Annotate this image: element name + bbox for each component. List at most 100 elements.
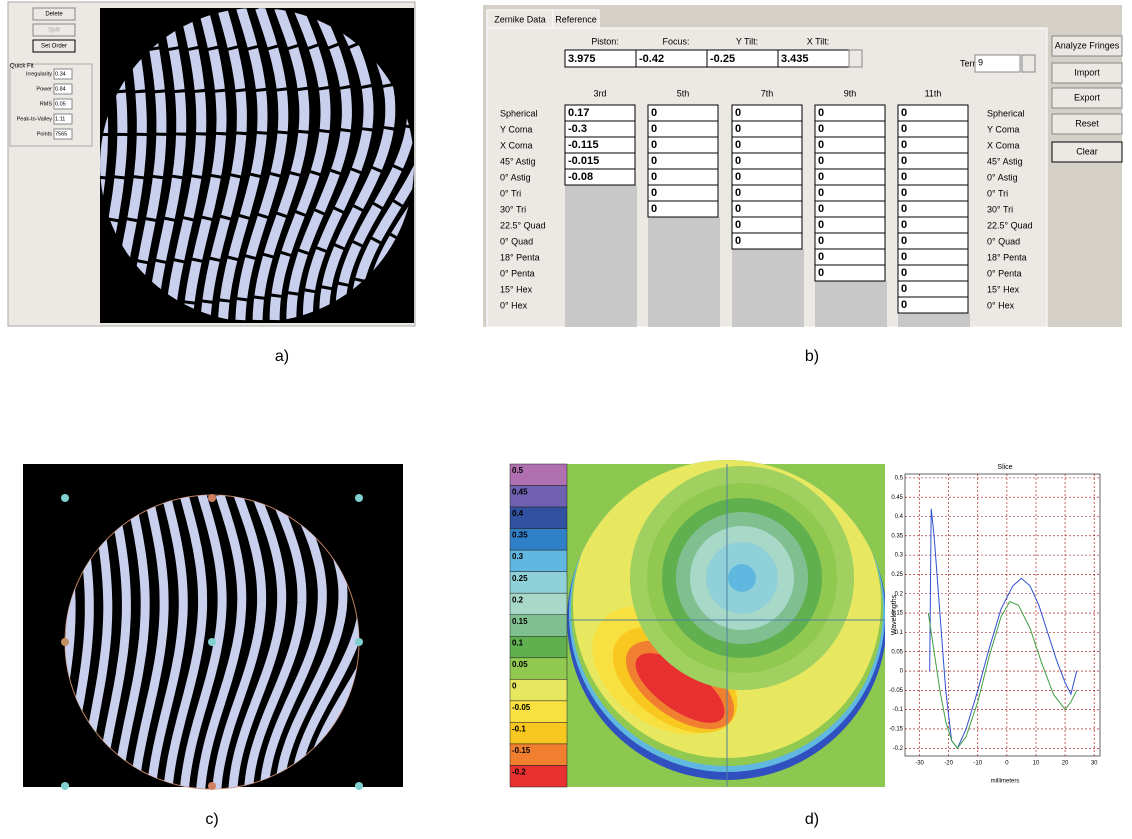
- row-label: 0° Penta: [987, 268, 1022, 278]
- cell: [648, 137, 718, 153]
- cell-value: 0: [651, 123, 657, 135]
- colorbar-cell: [510, 679, 567, 701]
- cell: [815, 137, 885, 153]
- row-label: 18° Penta: [987, 252, 1027, 262]
- column-fill: [815, 281, 887, 327]
- y-tick-label: 0.35: [891, 533, 903, 539]
- cell-value: 0: [901, 107, 907, 119]
- column-fill: [565, 185, 637, 327]
- row-label: 30° Tri: [500, 204, 526, 214]
- x-tick-label: 20: [1062, 761, 1069, 767]
- field-label: Y Tilt:: [736, 36, 758, 46]
- row-label: 15° Hex: [987, 284, 1020, 294]
- caption: c): [205, 811, 218, 828]
- cell-value: 0: [735, 203, 741, 215]
- cell-value: 0: [651, 155, 657, 167]
- row-label: 30° Tri: [987, 204, 1013, 214]
- field-label: RMS: [40, 101, 53, 107]
- colorbar-label: -0.1: [512, 725, 526, 734]
- field-label: Focus:: [662, 36, 689, 46]
- cell-value: -0.115: [568, 139, 599, 151]
- cell: [648, 201, 718, 217]
- cell-value: 0: [901, 283, 907, 295]
- caption: a): [275, 348, 289, 365]
- cell: [732, 121, 802, 137]
- cell: [815, 201, 885, 217]
- cell-value: 0: [651, 107, 657, 119]
- cell: [732, 201, 802, 217]
- order-label: 3rd: [593, 88, 606, 98]
- x-tick-label: -20: [944, 761, 953, 767]
- cell: [648, 121, 718, 137]
- button-label: Delete: [45, 12, 63, 18]
- cell-value: 0: [901, 203, 907, 215]
- cell-value: 0: [818, 171, 824, 183]
- cell-value: -0.3: [568, 123, 587, 135]
- row-label: Y Coma: [987, 124, 1019, 134]
- cell-value: -0.015: [568, 155, 599, 167]
- cell-value: 0: [818, 219, 824, 231]
- row-label: 15° Hex: [500, 284, 533, 294]
- row-label: 0° Hex: [987, 300, 1015, 310]
- button-label: Export: [1074, 92, 1101, 102]
- cell: [898, 153, 968, 169]
- cell-value: 0: [901, 235, 907, 247]
- row-label: 18° Penta: [500, 252, 540, 262]
- cell: [898, 265, 968, 281]
- cell-value: 0: [901, 251, 907, 263]
- button-label: Import: [1074, 67, 1100, 77]
- x-tick-label: 30: [1091, 761, 1098, 767]
- cell: [898, 105, 968, 121]
- row-label: 0° Quad: [500, 236, 533, 246]
- row-label: 0° Tri: [987, 188, 1008, 198]
- row-label: 0° Astig: [987, 172, 1018, 182]
- y-tick-label: 0.4: [895, 514, 904, 520]
- cell-value: 0: [735, 155, 741, 167]
- cell: [648, 169, 718, 185]
- cell-value: 0: [901, 267, 907, 279]
- tab-label: Zernike Data: [494, 14, 546, 24]
- column-fill: [732, 249, 804, 327]
- field-value: 3.435: [781, 53, 809, 65]
- row-label: 22.5° Quad: [987, 220, 1033, 230]
- spin-buttons[interactable]: [1022, 55, 1035, 72]
- row-label: 0° Hex: [500, 300, 528, 310]
- cell: [815, 233, 885, 249]
- y-tick-label: 0.3: [895, 553, 904, 559]
- field-value: 0.05: [55, 101, 66, 107]
- cell-value: 0: [735, 235, 741, 247]
- colorbar-label: 0.4: [512, 509, 524, 518]
- field-label: Power: [36, 86, 52, 92]
- cell: [732, 105, 802, 121]
- cell-value: 0: [818, 155, 824, 167]
- cell: [732, 233, 802, 249]
- colorbar-label: 0.1: [512, 638, 524, 647]
- cell: [815, 249, 885, 265]
- cell: [898, 137, 968, 153]
- cell: [648, 105, 718, 121]
- y-tick-label: -0.05: [889, 688, 903, 694]
- x-tick-label: -30: [915, 761, 924, 767]
- cell: [898, 185, 968, 201]
- colorbar-label: -0.2: [512, 768, 526, 777]
- cell-value: 0: [735, 139, 741, 151]
- colorbar-label: 0.05: [512, 660, 528, 669]
- field-value: 0.34: [55, 71, 66, 77]
- field-label: Irregularity: [26, 71, 52, 77]
- field-label: Peak-to-Valley: [17, 116, 53, 122]
- group-title: Quick Fit: [10, 64, 34, 70]
- row-label: 0° Quad: [987, 236, 1020, 246]
- row-label: 45° Astig: [500, 156, 536, 166]
- button-label: Split: [48, 28, 60, 34]
- order-label: 7th: [761, 88, 774, 98]
- cell-value: 0: [651, 187, 657, 199]
- row-label: Spherical: [987, 108, 1025, 118]
- cell-value: 0: [735, 171, 741, 183]
- x-tick-label: -10: [973, 761, 982, 767]
- cell-value: 0: [735, 123, 741, 135]
- cell: [898, 249, 968, 265]
- field-box: [849, 50, 862, 67]
- caption: b): [805, 348, 819, 365]
- column-fill: [898, 313, 970, 327]
- cell-value: 0: [818, 107, 824, 119]
